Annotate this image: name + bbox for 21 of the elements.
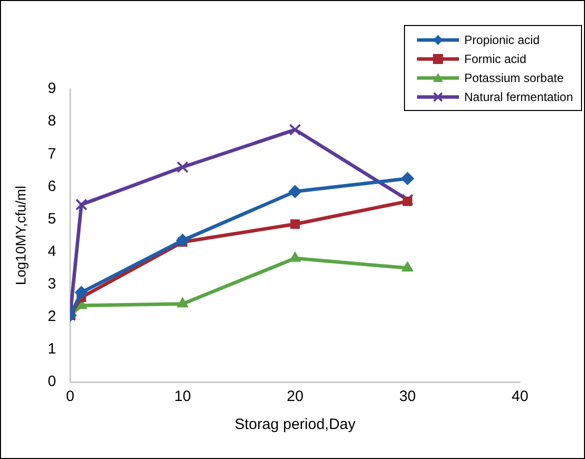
x-tick-label: 10 [174, 388, 191, 406]
x-tick-label: 30 [399, 388, 416, 406]
y-tick-label: 6 [48, 178, 56, 195]
y-axis-title: Log10MY,cfu/ml [12, 186, 28, 286]
y-tick-label: 4 [48, 242, 56, 260]
y-tick-label: 8 [48, 112, 56, 130]
y-tick-label: 0 [48, 373, 56, 390]
legend-label: Formic acid [464, 52, 526, 66]
x-tick-label: 20 [286, 388, 304, 406]
legend-label: Potassium sorbate [464, 70, 564, 84]
x-tick-label: 40 [512, 388, 528, 406]
y-tick-label: 7 [48, 145, 56, 162]
legend-label: Propionic acid [464, 32, 540, 46]
legend-label: Natural fermentation [464, 90, 573, 104]
y-tick-label: 9 [48, 80, 56, 98]
x-tick-label: 0 [66, 388, 74, 406]
y-tick-label: 1 [48, 340, 56, 358]
y-tick-label: 5 [48, 210, 56, 228]
y-tick-label: 2 [48, 308, 56, 326]
y-tick-label: 3 [48, 275, 56, 292]
x-axis-title: Storag period,Day [234, 416, 356, 434]
